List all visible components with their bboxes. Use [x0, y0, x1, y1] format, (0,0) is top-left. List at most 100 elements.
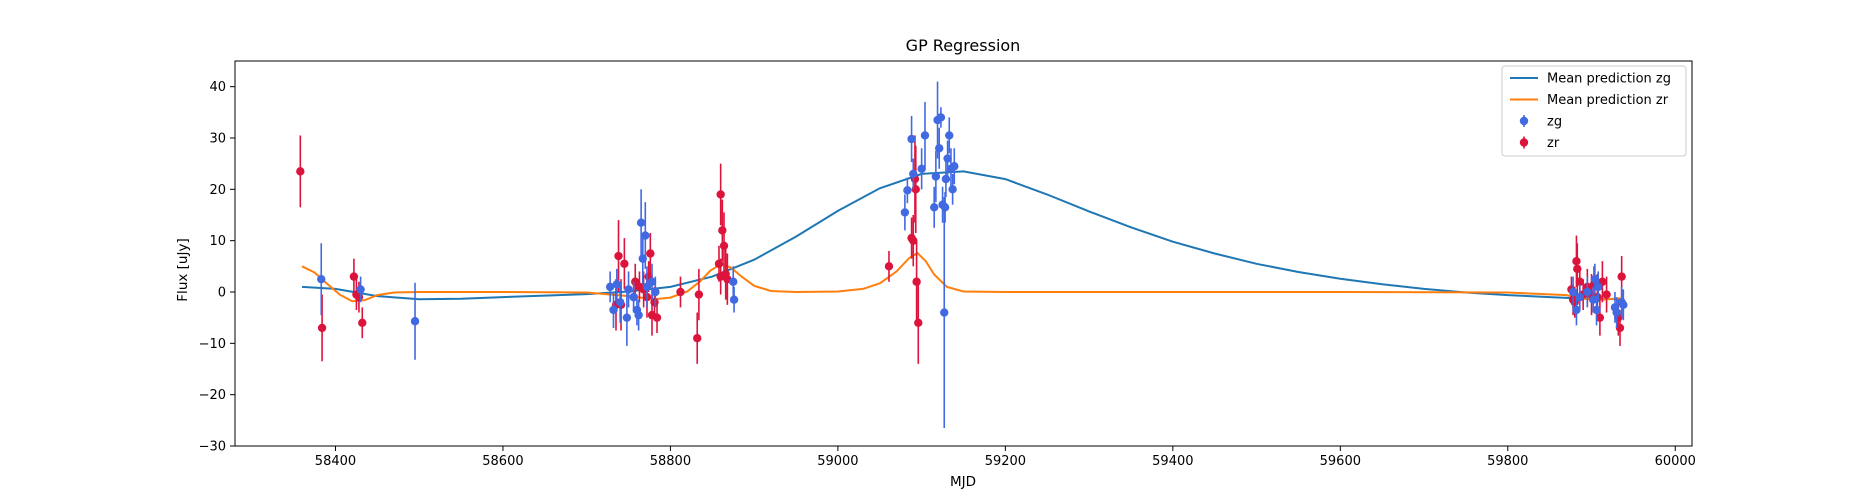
data-point	[1590, 274, 1600, 284]
data-point	[941, 174, 951, 184]
data-point	[317, 323, 327, 333]
data-point	[676, 287, 685, 297]
data-point	[1619, 300, 1628, 310]
y-axis-label: Flux [uJy]	[175, 238, 191, 301]
data-point	[694, 290, 704, 299]
data-point	[909, 236, 918, 245]
data-point	[349, 272, 359, 281]
data-point	[884, 262, 894, 271]
data-point	[609, 305, 618, 315]
data-point	[1617, 272, 1626, 281]
data-point	[693, 334, 702, 343]
data-point	[940, 203, 950, 212]
data-point	[1602, 290, 1611, 299]
data-point	[1592, 305, 1601, 315]
legend-label: Mean prediction zr	[1547, 93, 1669, 108]
data-point	[729, 295, 739, 304]
plot-area	[234, 60, 1693, 447]
x-tick-label: 59800	[1487, 454, 1528, 469]
errorbar-series-zg	[317, 81, 1628, 429]
data-point	[716, 272, 725, 281]
data-point	[605, 282, 615, 292]
data-point	[652, 313, 662, 322]
data-point	[624, 285, 633, 294]
data-point	[636, 218, 646, 227]
data-point	[931, 172, 941, 181]
data-point	[354, 292, 364, 302]
line-series-1	[301, 251, 1621, 303]
data-point	[358, 318, 367, 327]
x-tick-label: 58800	[650, 454, 691, 469]
data-point	[718, 226, 727, 235]
data-point	[943, 154, 952, 163]
x-tick-label: 59400	[1152, 454, 1193, 469]
data-point	[929, 203, 939, 212]
data-point	[940, 308, 949, 317]
data-point	[410, 317, 420, 326]
y-tick-label: 40	[209, 80, 226, 95]
data-point	[614, 251, 623, 261]
data-point	[1583, 287, 1592, 297]
data-point	[615, 298, 625, 307]
data-point	[917, 164, 926, 173]
chart-title: GP Regression	[906, 36, 1021, 55]
data-point	[719, 241, 729, 250]
y-tick-label: 0	[218, 286, 226, 301]
x-tick-label: 59200	[985, 454, 1026, 469]
x-tick-label: 58600	[482, 454, 523, 469]
data-point	[903, 186, 912, 195]
data-point	[612, 280, 622, 289]
legend-label: zg	[1547, 115, 1562, 130]
data-point	[641, 231, 650, 240]
data-point	[907, 134, 916, 144]
data-point	[914, 318, 923, 327]
data-point	[646, 249, 655, 258]
data-point	[950, 162, 959, 171]
y-tick-label: 10	[209, 234, 226, 249]
y-axis: −30 −20 −10 0 10 20 30 40	[199, 80, 235, 455]
data-point	[296, 167, 305, 176]
legend-marker-swatch	[1519, 116, 1529, 126]
data-point	[317, 274, 326, 284]
errorbar-series-zr	[296, 135, 1626, 364]
data-point	[651, 287, 660, 297]
x-axis-label: MJD	[950, 474, 976, 490]
data-point	[642, 282, 652, 292]
x-axis: 58400 58600 58800 59000 59200 59400 59600 59800…	[315, 446, 1696, 469]
data-point	[920, 131, 930, 140]
data-point	[948, 185, 957, 194]
data-point	[935, 144, 944, 153]
x-tick-label: 58400	[315, 454, 356, 469]
y-tick-label: 20	[209, 183, 226, 198]
y-tick-label: −30	[199, 440, 226, 455]
data-point	[629, 292, 638, 302]
data-point	[1575, 277, 1584, 286]
x-tick-label: 60000	[1655, 454, 1696, 469]
data-point	[1572, 257, 1581, 266]
y-tick-label: −20	[199, 388, 226, 403]
data-point	[909, 169, 918, 179]
legend-entry: Mean prediction zr	[1510, 93, 1669, 108]
y-tick-label: −10	[199, 337, 226, 352]
legend-box	[1501, 65, 1687, 157]
data-point	[912, 277, 921, 286]
x-tick-label: 59600	[1320, 454, 1361, 469]
legend-label: zr	[1547, 136, 1560, 151]
legend-label: Mean prediction zg	[1547, 72, 1671, 87]
data-point	[1594, 282, 1603, 292]
data-point	[647, 277, 657, 286]
plot-frame	[234, 60, 1693, 447]
x-tick-label: 59000	[817, 454, 858, 469]
legend-entry: zg	[1519, 115, 1562, 130]
data-point	[1575, 292, 1584, 302]
data-point	[729, 277, 738, 286]
data-point	[945, 131, 954, 140]
data-point	[1612, 308, 1621, 317]
data-point	[356, 285, 365, 294]
data-point	[716, 190, 725, 199]
legend: Mean prediction zg Mean prediction zr zg zr	[1501, 65, 1687, 157]
data-point	[622, 313, 632, 322]
data-point	[1615, 323, 1625, 333]
series-layer	[296, 81, 1628, 429]
